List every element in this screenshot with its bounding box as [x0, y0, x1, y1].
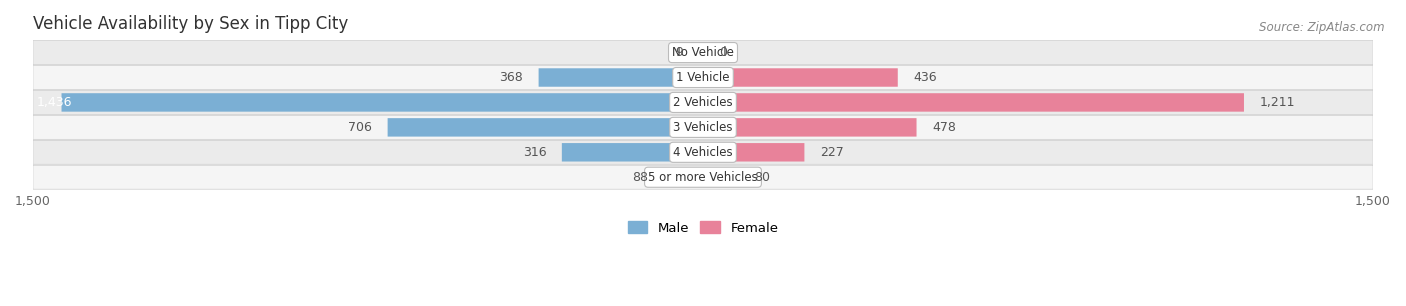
Text: 5 or more Vehicles: 5 or more Vehicles	[648, 171, 758, 184]
Text: 0: 0	[718, 46, 727, 59]
Text: 2 Vehicles: 2 Vehicles	[673, 96, 733, 109]
Text: 4 Vehicles: 4 Vehicles	[673, 146, 733, 159]
FancyBboxPatch shape	[32, 140, 1374, 164]
Text: 80: 80	[755, 171, 770, 184]
FancyBboxPatch shape	[32, 115, 1374, 139]
Text: 3 Vehicles: 3 Vehicles	[673, 121, 733, 134]
Text: 706: 706	[349, 121, 373, 134]
Legend: Male, Female: Male, Female	[623, 216, 783, 240]
Text: 436: 436	[914, 71, 936, 84]
Text: No Vehicle: No Vehicle	[672, 46, 734, 59]
FancyBboxPatch shape	[703, 93, 1244, 112]
FancyBboxPatch shape	[703, 118, 917, 136]
FancyBboxPatch shape	[32, 65, 1374, 89]
Text: 368: 368	[499, 71, 523, 84]
FancyBboxPatch shape	[32, 165, 1374, 189]
FancyBboxPatch shape	[703, 143, 804, 162]
Text: 1 Vehicle: 1 Vehicle	[676, 71, 730, 84]
Text: 227: 227	[820, 146, 844, 159]
Text: 478: 478	[932, 121, 956, 134]
FancyBboxPatch shape	[703, 168, 738, 186]
FancyBboxPatch shape	[62, 93, 703, 112]
Text: 1,211: 1,211	[1260, 96, 1295, 109]
Text: Source: ZipAtlas.com: Source: ZipAtlas.com	[1260, 21, 1385, 34]
FancyBboxPatch shape	[562, 143, 703, 162]
Text: Vehicle Availability by Sex in Tipp City: Vehicle Availability by Sex in Tipp City	[32, 15, 349, 33]
Text: 1,436: 1,436	[37, 96, 72, 109]
FancyBboxPatch shape	[699, 43, 703, 62]
FancyBboxPatch shape	[664, 168, 703, 186]
Text: 316: 316	[523, 146, 546, 159]
FancyBboxPatch shape	[703, 68, 898, 87]
FancyBboxPatch shape	[538, 68, 703, 87]
Text: 88: 88	[633, 171, 648, 184]
FancyBboxPatch shape	[32, 41, 1374, 65]
Text: 9: 9	[675, 46, 683, 59]
FancyBboxPatch shape	[388, 118, 703, 136]
FancyBboxPatch shape	[32, 91, 1374, 114]
